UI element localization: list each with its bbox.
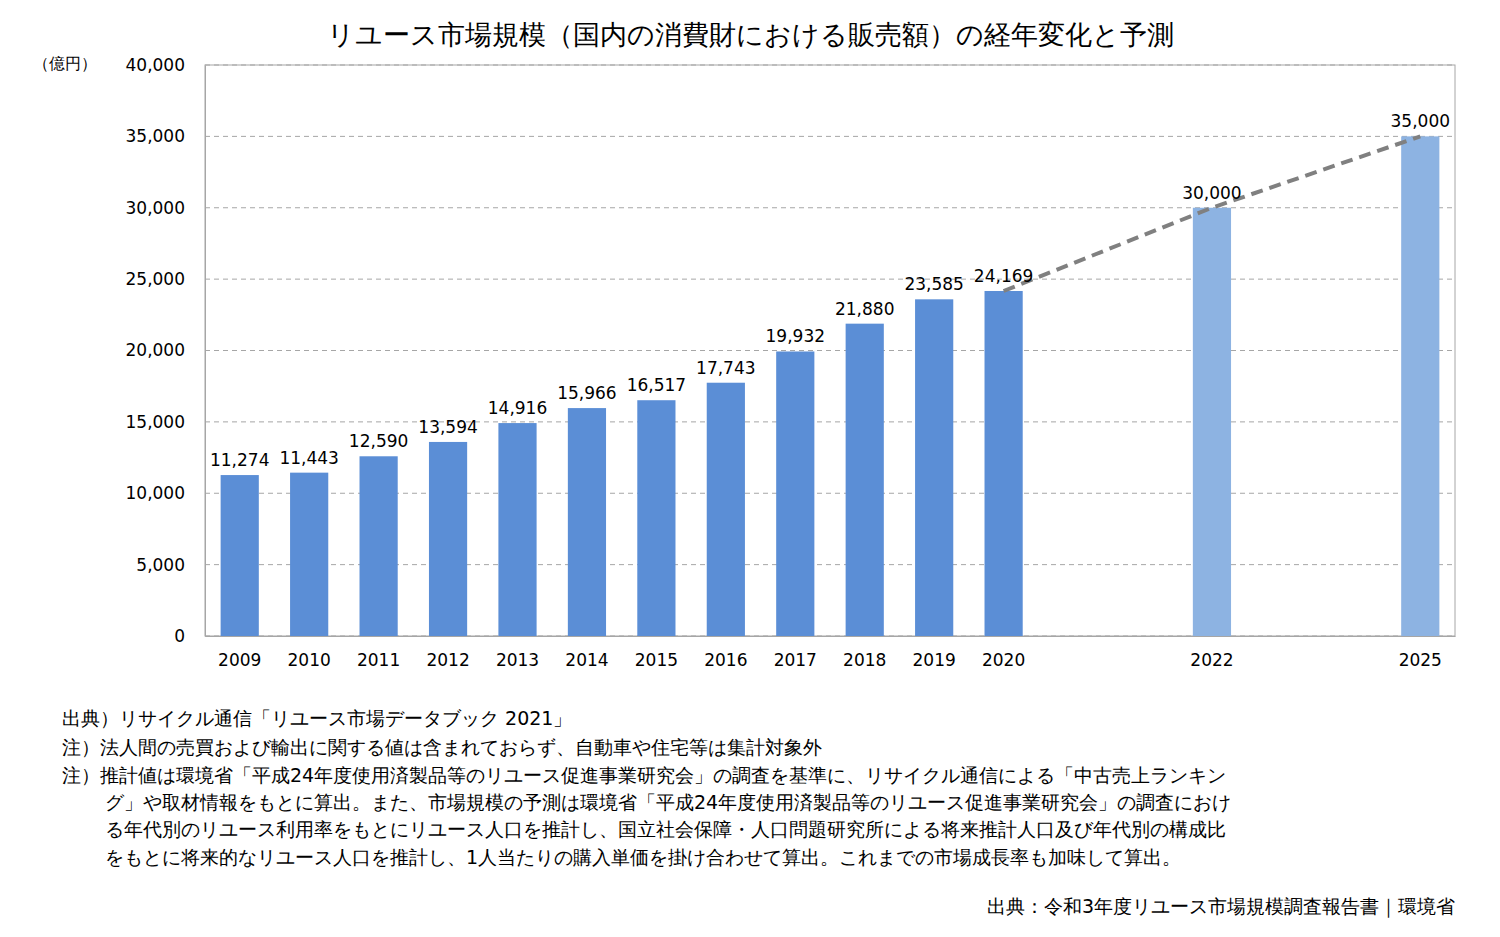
bar: [776, 351, 814, 636]
y-tick-label: 20,000: [126, 340, 185, 360]
y-tick-label: 40,000: [126, 55, 185, 75]
data-label: 16,517: [627, 375, 686, 395]
x-tick-label: 2019: [913, 650, 956, 670]
x-axis-line: [206, 636, 1456, 637]
title: リユース市場規模（国内の消費財における販売額）の経年変化と予測: [327, 19, 1174, 50]
x-tick: 2020: [982, 650, 1025, 670]
bar: [985, 291, 1023, 636]
x-tick-label: 2010: [288, 650, 331, 670]
y-tick-label: 30,000: [126, 198, 185, 218]
y-tick-label: 15,000: [126, 412, 185, 432]
bar: [568, 408, 606, 636]
x-tick-label: 2017: [774, 650, 817, 670]
grid-line: [205, 350, 1455, 351]
note: る年代別のリユース利用率をもとにリユース人口を推計し、国立社会保障・人口問題研究…: [105, 818, 1226, 840]
bar: [360, 456, 398, 636]
data-label: 15,966: [557, 383, 616, 403]
chart: リユース市場規模（国内の消費財における販売額）の経年変化と予測 （億円） 11,27…: [0, 0, 1500, 937]
y-tick: 0: [174, 626, 205, 646]
y-tick: 40,000: [126, 55, 205, 75]
bar: [221, 475, 259, 636]
note: 出典）リサイクル通信「リユース市場データブック 2021」: [62, 707, 572, 729]
data-label: 11,443: [279, 448, 338, 468]
x-tick: 2025: [1399, 650, 1442, 670]
data-label: 21,880: [835, 299, 894, 319]
grid: [205, 65, 1455, 636]
bar: [1401, 136, 1439, 636]
x-tick: 2010: [288, 650, 331, 670]
data-label: 30,000: [1182, 183, 1241, 203]
x-tick: 2014: [565, 650, 608, 670]
data-label: 23,585: [904, 274, 963, 294]
grid-line: [205, 279, 1455, 280]
note: をもとに将来的なリユース人口を推計し、1人当たりの購入単価を掛け合わせて算出。こ…: [105, 846, 1181, 868]
x-tick: 2012: [426, 650, 469, 670]
x-tick-label: 2025: [1399, 650, 1442, 670]
x-tick-label: 2022: [1190, 650, 1233, 670]
y-tick: 35,000: [126, 126, 205, 146]
data-label: 13,594: [418, 417, 477, 437]
bar: [707, 383, 745, 636]
y-tick: 25,000: [126, 269, 205, 289]
note: 注）法人間の売買および輸出に関する値は含まれておらず、自動車や住宅等は集計対象外: [62, 736, 822, 758]
marks: [221, 136, 1440, 636]
trend-line: [1004, 136, 1421, 291]
data-label: 19,932: [766, 326, 825, 346]
y-tick: 5,000: [136, 555, 205, 575]
grid-line: [205, 421, 1455, 422]
y-axis: 0 5,000 10,000 15,000 20,000 25,000 30,000 35,0…: [126, 55, 206, 646]
note: グ」や取材情報をもとに算出。また、市場規模の予測は環境省「平成24年度使用済製品…: [105, 791, 1231, 813]
x-tick-label: 2014: [565, 650, 608, 670]
y-tick: 15,000: [126, 412, 205, 432]
plot-frame: [205, 65, 1455, 636]
y-tick: 20,000: [126, 340, 205, 360]
bar: [846, 324, 884, 636]
bar: [429, 442, 467, 636]
bar: [290, 473, 328, 636]
x-tick-label: 2009: [218, 650, 261, 670]
x-tick: 2011: [357, 650, 400, 670]
x-tick-label: 2016: [704, 650, 747, 670]
data-label: 11,274: [210, 450, 269, 470]
y-tick: 30,000: [126, 198, 205, 218]
notes: 出典）リサイクル通信「リユース市場データブック 2021」注）法人間の売買および…: [62, 707, 1455, 918]
y-tick: 10,000: [126, 483, 205, 503]
y-tick-label: 35,000: [126, 126, 185, 146]
x-axis: 2009 2010 2011 2012 2013 2014 2015 2016 2017 2018…: [206, 637, 1456, 671]
x-tick-label: 2020: [982, 650, 1025, 670]
y-tick-label: 5,000: [136, 555, 185, 575]
x-tick: 2016: [704, 650, 747, 670]
bar: [637, 400, 675, 636]
x-tick-label: 2013: [496, 650, 539, 670]
x-tick: 2017: [774, 650, 817, 670]
bar: [498, 423, 536, 636]
y-tick-label: 10,000: [126, 483, 185, 503]
y-axis-label: （億円）: [33, 54, 97, 73]
x-tick: 2009: [218, 650, 261, 670]
note: 注）推計値は環境省「平成24年度使用済製品等のリユース促進事業研究会」の調査を基…: [62, 764, 1226, 786]
data-label: 24,169: [974, 266, 1033, 286]
x-tick: 2022: [1190, 650, 1233, 670]
data-label: 17,743: [696, 358, 755, 378]
bar: [915, 299, 953, 636]
x-tick: 2013: [496, 650, 539, 670]
y-tick-label: 0: [174, 626, 185, 646]
y-tick-label: 25,000: [126, 269, 185, 289]
grid-line: [205, 136, 1455, 137]
source: 出典：令和3年度リユース市場規模調査報告書｜環境省: [987, 895, 1455, 918]
data-label: 14,916: [488, 398, 547, 418]
x-tick-label: 2011: [357, 650, 400, 670]
data-label: 12,590: [349, 431, 408, 451]
x-tick: 2015: [635, 650, 678, 670]
data-labels: 11,274 11,443 12,590 13,594 14,916 15,966 16,5…: [210, 111, 1450, 470]
x-tick: 2018: [843, 650, 886, 670]
y-axis-line: [205, 66, 206, 637]
x-tick: 2019: [913, 650, 956, 670]
x-tick-label: 2018: [843, 650, 886, 670]
x-tick-label: 2015: [635, 650, 678, 670]
bar: [1193, 208, 1231, 636]
data-label: 35,000: [1391, 111, 1450, 131]
grid-line: [205, 207, 1455, 208]
x-tick-label: 2012: [426, 650, 469, 670]
